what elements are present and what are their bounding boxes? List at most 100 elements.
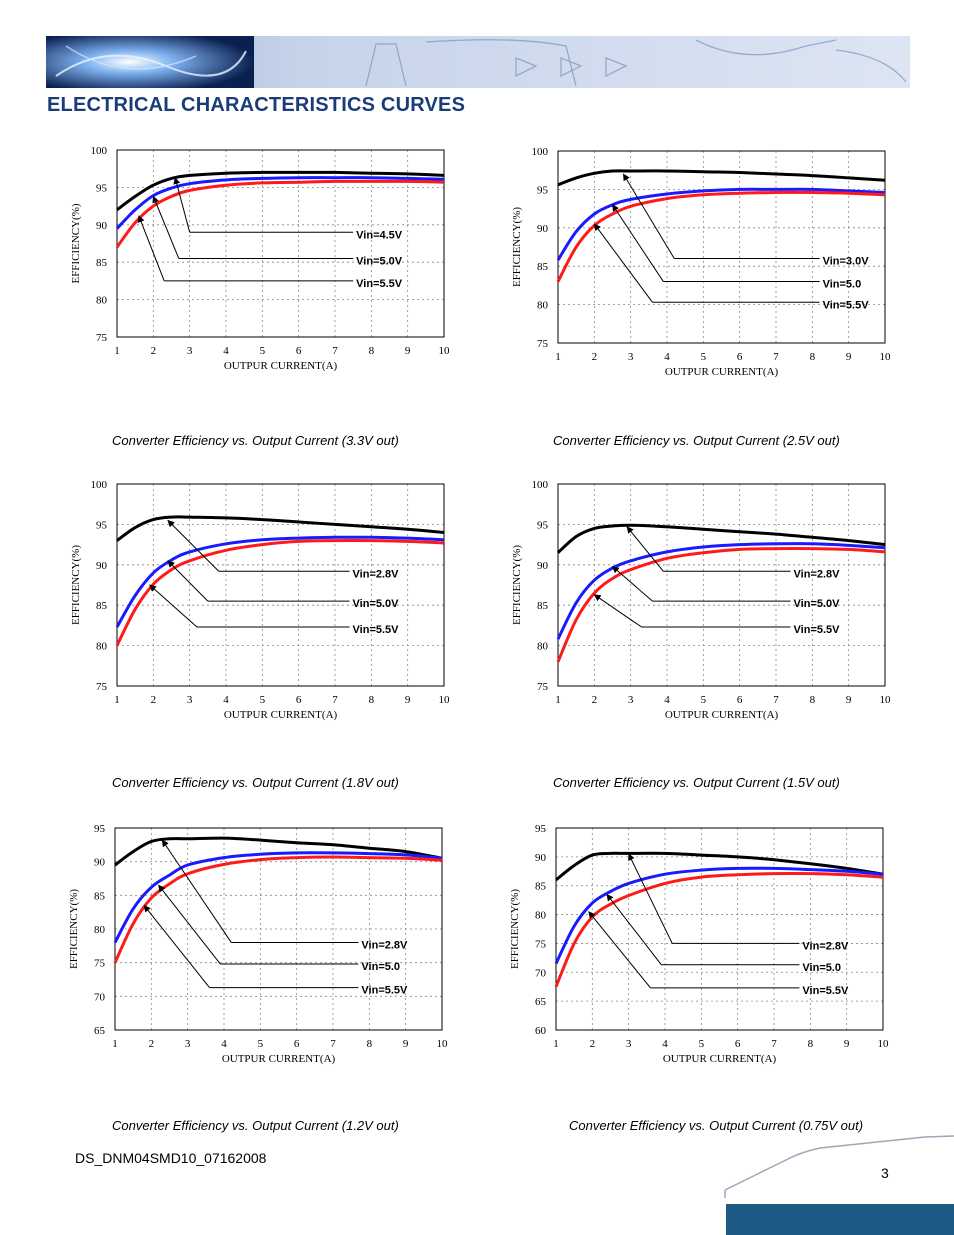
x-tick-label: 7 <box>771 1038 777 1050</box>
plot-frame <box>557 483 886 687</box>
y-tick-label: 100 <box>532 146 549 158</box>
chart-panel-2: 1 2 3 4 5 6 7 8 9 10 75 80 85 90 95 100 OUTPUR CURRENT(A… <box>501 141 901 381</box>
chart-caption-6: Converter Efficiency vs. Output Current … <box>569 1118 864 1133</box>
y-tick-label: 80 <box>96 641 108 653</box>
series-line-blue <box>556 542 886 640</box>
x-tick-label: 1 <box>114 694 120 706</box>
x-tick-label: 9 <box>405 694 411 706</box>
x-tick-label: 8 <box>810 351 816 363</box>
annotation-label: Vin=5.0V <box>353 598 400 610</box>
annotation-arrow <box>158 884 221 965</box>
x-axis-label: OUTPUR CURRENT(A) <box>224 709 338 721</box>
y-tick-label: 85 <box>535 881 547 893</box>
y-tick-label: 100 <box>532 479 549 491</box>
series-line-blue <box>556 187 886 261</box>
footer-blue-bar <box>726 1204 954 1235</box>
annotation-arrow <box>137 215 165 282</box>
x-tick-label: 6 <box>737 694 743 706</box>
y-tick-label: 80 <box>537 641 549 653</box>
annotation-arrow <box>628 853 673 944</box>
annotation-label: Vin=5.0 <box>802 962 841 974</box>
series-line-blue <box>115 535 445 628</box>
chart-svg-4: 1 2 3 4 5 6 7 8 9 10 75 80 85 90 95 100 OUTPUR CURRENT(A… <box>511 479 891 721</box>
annotation-label: Vin=5.0V <box>356 255 403 267</box>
chart-panel-1: 1 2 3 4 5 6 7 8 9 10 75 80 85 90 95 100 OUTPUR CURRENT(A… <box>60 140 460 375</box>
annotation-arrow <box>152 195 180 259</box>
x-tick-label: 9 <box>846 694 852 706</box>
series-line-blue <box>113 851 443 944</box>
x-tick-label: 5 <box>701 351 707 363</box>
annotation-label: Vin=2.8V <box>361 939 408 951</box>
x-tick-label: 3 <box>628 694 634 706</box>
y-tick-label: 100 <box>91 145 108 157</box>
section-title: ELECTRICAL CHARACTERISTICS CURVES <box>47 94 466 116</box>
x-tick-label: 1 <box>553 1038 559 1050</box>
y-tick-label: 80 <box>96 295 108 307</box>
x-tick-label: 6 <box>735 1038 741 1050</box>
x-tick-label: 7 <box>330 1038 336 1050</box>
y-tick-label: 85 <box>537 261 549 273</box>
x-tick-label: 4 <box>664 351 670 363</box>
banner-photo <box>46 36 254 88</box>
annotation-arrow <box>173 176 191 233</box>
y-tick-label: 65 <box>94 1025 106 1037</box>
page-number: 3 <box>881 1165 889 1181</box>
series-line-black <box>555 851 884 882</box>
chart-caption-3: Converter Efficiency vs. Output Current … <box>112 775 399 790</box>
x-tick-label: 1 <box>112 1038 118 1050</box>
y-axis-label: EFFICIENCY(%) <box>68 889 80 969</box>
annotation-arrow <box>593 223 653 303</box>
series-line-black <box>556 523 886 554</box>
y-tick-label: 90 <box>535 852 547 864</box>
y-axis-label: EFFICIENCY(%) <box>511 207 523 287</box>
series-line-red <box>113 855 443 964</box>
x-tick-label: 2 <box>592 694 598 706</box>
annotation-label: Vin=3.0V <box>823 256 870 268</box>
x-tick-label: 10 <box>878 1038 890 1050</box>
chart-svg-3: 1 2 3 4 5 6 7 8 9 10 75 80 85 90 95 100 OUTPUR CURRENT(A… <box>70 479 450 721</box>
y-tick-label: 60 <box>535 1025 547 1037</box>
x-tick-label: 5 <box>699 1038 705 1050</box>
y-tick-label: 75 <box>94 958 106 970</box>
x-tick-label: 9 <box>405 345 411 357</box>
x-tick-label: 6 <box>296 345 302 357</box>
y-tick-label: 95 <box>537 184 549 196</box>
x-tick-label: 2 <box>149 1038 155 1050</box>
x-tick-label: 3 <box>187 345 193 357</box>
x-tick-label: 5 <box>258 1038 264 1050</box>
chart-panel-3: 1 2 3 4 5 6 7 8 9 10 75 80 85 90 95 100 OUTPUR CURRENT(A… <box>60 474 460 724</box>
x-tick-label: 7 <box>773 351 779 363</box>
annotation-label: Vin=5.5V <box>353 624 400 636</box>
x-axis-label: OUTPUR CURRENT(A) <box>663 1053 777 1065</box>
chart-panel-6: 1 2 3 4 5 6 7 8 9 10 60 65 70 75 80 85 90 95 OUTPUR CURREN… <box>499 818 899 1068</box>
annotation-label: Vin=4.5V <box>356 229 403 241</box>
annotation-arrow <box>161 839 232 943</box>
chart-caption-2: Converter Efficiency vs. Output Current … <box>553 433 840 448</box>
series-line-black <box>116 170 445 212</box>
x-tick-label: 5 <box>260 694 266 706</box>
annotation-arrow <box>611 565 653 602</box>
annotation-label: Vin=2.8V <box>353 568 400 580</box>
y-tick-label: 85 <box>96 257 108 269</box>
y-tick-label: 75 <box>537 681 549 693</box>
series-line-blue <box>554 866 884 965</box>
x-tick-label: 4 <box>223 345 229 357</box>
x-tick-label: 3 <box>185 1038 191 1050</box>
x-tick-label: 2 <box>592 351 598 363</box>
annotation-arrow <box>167 519 220 572</box>
y-axis-label: EFFICIENCY(%) <box>509 889 521 969</box>
annotation-arrow <box>606 893 662 966</box>
x-tick-label: 5 <box>260 345 266 357</box>
x-tick-label: 6 <box>294 1038 300 1050</box>
x-tick-label: 8 <box>808 1038 814 1050</box>
annotation-label: Vin=2.8V <box>802 940 849 952</box>
x-tick-label: 7 <box>773 694 779 706</box>
chart-caption-5: Converter Efficiency vs. Output Current … <box>112 1118 399 1133</box>
x-tick-label: 4 <box>664 694 670 706</box>
y-tick-label: 70 <box>94 991 106 1003</box>
y-tick-label: 95 <box>535 823 547 835</box>
annotation-arrow <box>143 904 210 988</box>
document-id: DS_DNM04SMD10_07162008 <box>75 1150 267 1166</box>
annotation-label: Vin=5.5V <box>794 624 841 636</box>
y-tick-label: 90 <box>537 560 549 572</box>
